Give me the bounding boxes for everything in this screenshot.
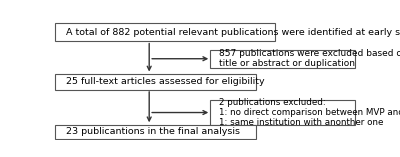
FancyBboxPatch shape [210, 100, 355, 125]
Text: 23 publicantions in the final analysis: 23 publicantions in the final analysis [66, 127, 240, 136]
Text: 25 full-text articles assessed for eligibility: 25 full-text articles assessed for eligi… [66, 77, 264, 86]
FancyBboxPatch shape [55, 125, 256, 139]
Text: 857 publications were excluded based on the
title or abstract or duplication: 857 publications were excluded based on … [219, 49, 400, 68]
Text: 2 publications excluded:
1: no direct comparison between MVP and MVR
1: same ins: 2 publications excluded: 1: no direct co… [219, 98, 400, 127]
Text: A total of 882 potential relevant publications were identified at early stage: A total of 882 potential relevant public… [66, 28, 400, 37]
FancyBboxPatch shape [210, 50, 355, 68]
FancyBboxPatch shape [55, 74, 256, 89]
FancyBboxPatch shape [55, 23, 275, 41]
